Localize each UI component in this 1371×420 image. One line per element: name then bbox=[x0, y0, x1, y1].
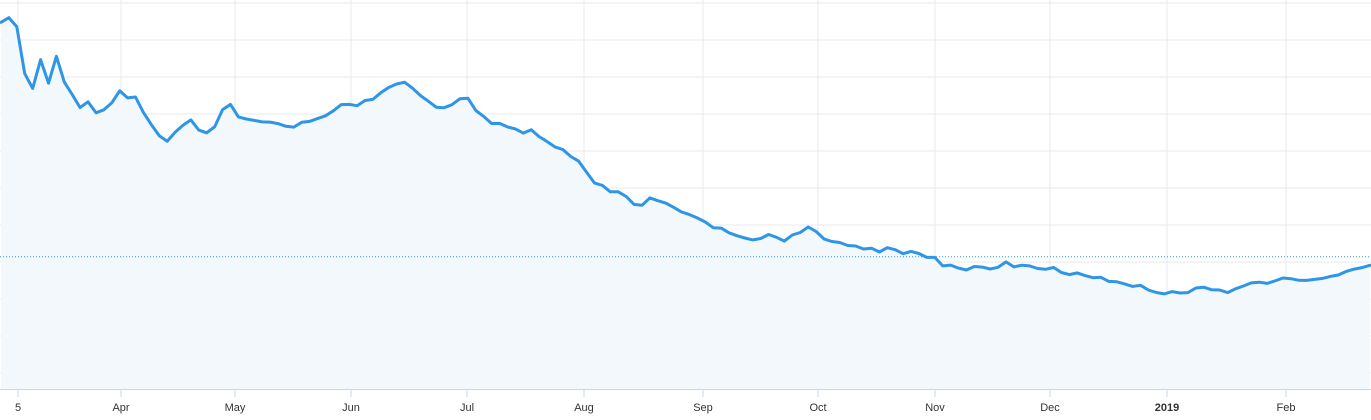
x-tick-label: May bbox=[225, 402, 246, 414]
x-tick-label: Nov bbox=[925, 402, 945, 414]
x-tick-label: Apr bbox=[112, 402, 129, 414]
x-tick-label: Jul bbox=[460, 402, 474, 414]
x-tick-label: 2019 bbox=[1155, 402, 1179, 414]
series-line bbox=[0, 16, 1371, 296]
series-area bbox=[1, 17, 1370, 389]
x-tick-label: Oct bbox=[809, 402, 826, 414]
x-axis: 5 Apr May Jun Jul Aug Sep Oct Nov Dec 2019 Feb bbox=[0, 389, 1371, 414]
x-tick-label: Feb bbox=[1277, 402, 1296, 414]
x-tick-label: Dec bbox=[1040, 402, 1060, 414]
x-tick-label: 5 bbox=[15, 402, 21, 414]
x-tick-label: Aug bbox=[574, 402, 594, 414]
x-tick-label: Jun bbox=[342, 402, 360, 414]
x-tick-label: Sep bbox=[693, 402, 713, 414]
